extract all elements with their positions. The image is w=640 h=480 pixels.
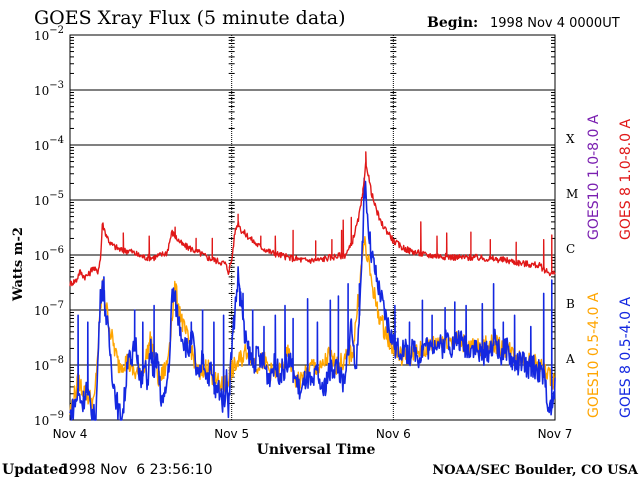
- x-axis-label: Universal Time: [257, 442, 376, 458]
- updated-label: Updated: [2, 462, 68, 478]
- legend-goes8-long: GOES 8 1.0-8.0 A: [618, 119, 634, 240]
- credit-text: NOAA/SEC Boulder, CO USA: [432, 463, 639, 478]
- flare-class-label: M: [566, 187, 578, 201]
- legend: GOES10 1.0-8.0 A GOES 8 1.0-8.0 A GOES10…: [586, 114, 634, 418]
- y-tick-label: 10−9: [34, 410, 64, 428]
- flare-class-label: X: [566, 132, 575, 146]
- legend-goes8-short: GOES 8 0.5-4.0 A: [618, 297, 634, 418]
- grid-layer: [70, 34, 555, 421]
- x-tick-label: Nov 4: [53, 427, 88, 441]
- legend-goes10-short: GOES10 0.5-4.0 A: [586, 292, 602, 418]
- y-axis-ticks: 10−9 10−8 10−7 10−6 10−5 10−4 10−3 10−2: [34, 25, 555, 428]
- y-tick-label: 10−6: [34, 245, 64, 263]
- series-line-goes8_long: [69, 151, 556, 287]
- x-tick-label: Nov 5: [214, 427, 249, 441]
- y-tick-label: 10−2: [34, 25, 64, 43]
- x-tick-label: Nov 6: [376, 427, 411, 441]
- chart-title: GOES Xray Flux (5 minute data): [34, 7, 346, 29]
- flare-class-label: A: [565, 352, 575, 366]
- flare-class-label: B: [566, 297, 575, 311]
- y-tick-label: 10−8: [34, 355, 64, 373]
- y-tick-label: 10−3: [34, 80, 64, 98]
- y-tick-label: 10−7: [34, 300, 64, 318]
- begin-label: Begin:: [427, 15, 478, 31]
- y-tick-label: 10−5: [34, 190, 64, 208]
- updated-value: 1998 Nov 6 23:56:10: [60, 462, 213, 478]
- flare-class-label: C: [566, 242, 575, 256]
- series-line-goes8_short: [69, 177, 556, 421]
- legend-goes10-long: GOES10 1.0-8.0 A: [586, 114, 602, 240]
- x-tick-label: Nov 7: [538, 427, 573, 441]
- series-layer: [69, 151, 556, 421]
- y-axis-label: Watts m-2: [11, 227, 26, 302]
- y-tick-label: 10−4: [34, 135, 64, 153]
- begin-value: 1998 Nov 4 0000UT: [490, 16, 620, 31]
- flare-class-labels: A B C M X: [565, 132, 578, 366]
